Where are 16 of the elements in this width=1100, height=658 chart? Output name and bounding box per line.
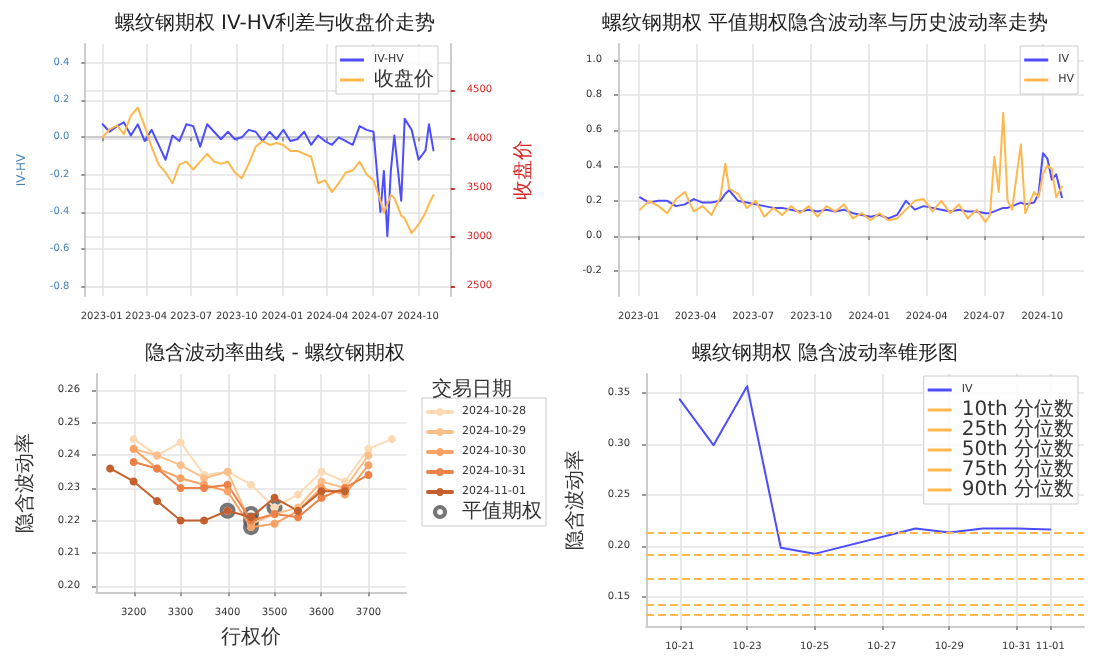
chart-title: 螺纹钢期权 隐含波动率锥形图 (691, 341, 959, 365)
legend-label: 25th 分位数 (961, 417, 1075, 441)
legend-label: 平值期权 (462, 499, 542, 523)
legend-label: 收盘价 (374, 67, 434, 91)
legend-label: 10th 分位数 (961, 397, 1075, 421)
legend-label: 50th 分位数 (961, 437, 1075, 461)
y-axis-title: 隐含波动率 (563, 450, 587, 550)
x-axis-title: 行权价 (221, 625, 282, 649)
y-axis-title: 隐含波动率 (13, 433, 37, 534)
y2-axis-title: 收盘价 (511, 140, 535, 200)
legend-label: 90th 分位数 (961, 477, 1075, 501)
chart-title: 螺纹钢期权 IV-HV利差与收盘价走势 (114, 11, 436, 35)
legend-label: 75th 分位数 (961, 457, 1075, 481)
legend-title: 交易日期 (432, 377, 512, 401)
chart-title: 隐含波动率曲线 - 螺纹钢期权 (145, 341, 405, 365)
chart-title: 螺纹钢期权 平值期权隐含波动率与历史波动率走势 (601, 11, 1049, 35)
